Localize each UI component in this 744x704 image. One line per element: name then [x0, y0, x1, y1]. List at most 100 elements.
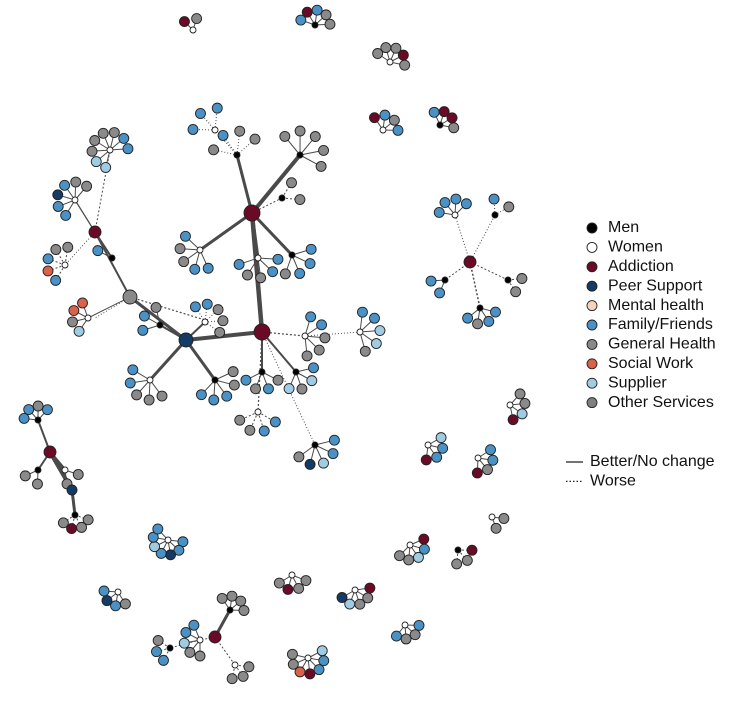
node	[86, 145, 98, 157]
node	[369, 312, 380, 324]
node	[507, 414, 519, 426]
node	[138, 310, 150, 322]
legend-label: Family/Friends	[608, 316, 713, 333]
node	[122, 143, 134, 155]
edge	[64, 247, 69, 266]
edge	[261, 331, 306, 337]
node	[201, 318, 209, 326]
node	[439, 197, 451, 208]
edge	[304, 331, 361, 337]
node	[372, 48, 384, 59]
node	[211, 102, 223, 114]
node	[319, 332, 331, 344]
node	[233, 151, 241, 159]
node	[286, 648, 298, 660]
node	[101, 595, 113, 607]
node	[18, 412, 30, 424]
node	[77, 297, 88, 309]
node	[147, 531, 159, 543]
node	[110, 600, 121, 612]
node	[238, 605, 250, 616]
node	[272, 374, 284, 386]
node	[403, 554, 415, 566]
node	[234, 414, 246, 426]
node	[336, 592, 348, 603]
legend: Men Women Addiction Peer Support Mental heal…	[566, 219, 716, 490]
node	[131, 389, 143, 401]
node	[463, 255, 477, 269]
node	[178, 16, 190, 28]
node	[57, 517, 69, 529]
node	[196, 636, 204, 644]
node	[202, 262, 214, 274]
node	[149, 541, 160, 553]
edge	[222, 135, 238, 156]
legend-swatch	[586, 280, 598, 292]
node	[43, 445, 57, 459]
legend-label: Better/No change	[590, 453, 715, 470]
legend-swatch	[586, 358, 598, 370]
node	[401, 621, 409, 629]
node	[390, 630, 402, 642]
node	[52, 189, 64, 201]
edge	[281, 182, 292, 199]
legend-swatch	[586, 300, 598, 312]
node	[34, 416, 42, 424]
node	[217, 315, 229, 327]
node	[451, 558, 463, 570]
node	[250, 383, 261, 395]
node	[60, 209, 72, 221]
node	[180, 627, 192, 638]
legend-swatch	[586, 319, 598, 331]
node	[217, 130, 229, 141]
node	[68, 305, 80, 316]
node	[369, 112, 380, 124]
node	[19, 470, 31, 482]
node	[418, 533, 430, 545]
node	[380, 42, 392, 54]
node	[82, 514, 94, 526]
node	[282, 583, 294, 595]
node	[72, 469, 84, 480]
node	[243, 661, 255, 673]
node	[119, 598, 131, 610]
edge	[236, 131, 241, 156]
node	[450, 193, 462, 205]
node	[514, 388, 526, 400]
node	[461, 554, 473, 566]
node	[394, 550, 405, 562]
node	[482, 464, 493, 476]
node	[294, 666, 306, 678]
node	[357, 306, 368, 318]
node	[344, 598, 356, 610]
node	[195, 389, 207, 401]
edge	[469, 261, 509, 281]
node	[386, 58, 394, 66]
node	[244, 424, 256, 436]
node	[178, 637, 190, 649]
node	[211, 376, 219, 384]
node	[306, 375, 318, 387]
edge	[47, 264, 66, 272]
node	[406, 541, 414, 549]
node	[127, 364, 139, 376]
node	[300, 575, 312, 586]
node	[313, 344, 325, 356]
node	[211, 126, 219, 134]
node	[73, 325, 85, 337]
node	[315, 160, 327, 172]
node	[441, 276, 449, 284]
node	[516, 408, 528, 420]
legend-swatch	[586, 222, 598, 234]
node	[304, 458, 316, 470]
node	[474, 454, 482, 462]
node	[188, 619, 200, 631]
node	[279, 268, 291, 280]
legend-label: Peer Support	[608, 277, 703, 294]
node	[114, 588, 122, 596]
node	[313, 664, 325, 676]
node	[258, 425, 270, 437]
edge	[148, 338, 188, 382]
node	[184, 646, 196, 658]
